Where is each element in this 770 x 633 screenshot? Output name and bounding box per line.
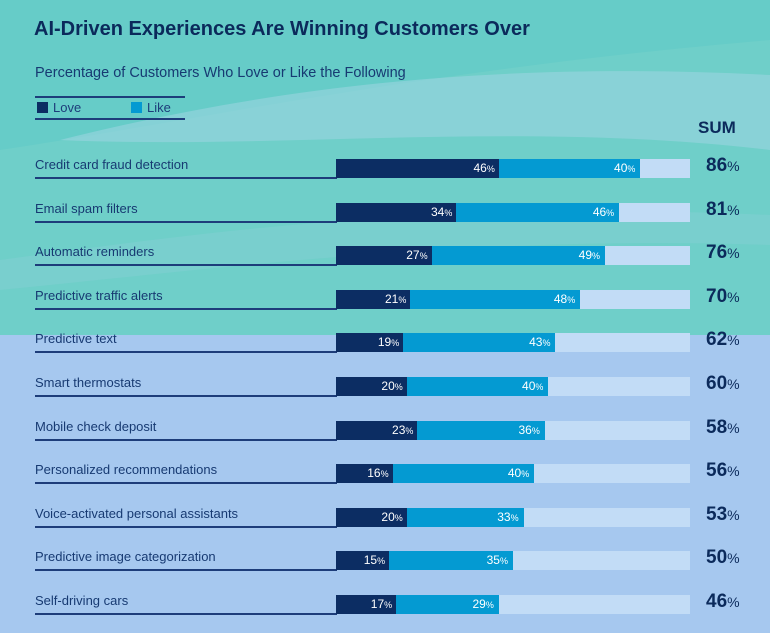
legend-label-love: Love <box>53 100 82 115</box>
legend-swatch-like <box>131 102 142 113</box>
bar-love <box>336 159 499 178</box>
sum-value: 86% <box>706 155 740 176</box>
row-label: Predictive traffic alerts <box>35 288 163 303</box>
bar-like <box>456 203 620 222</box>
bar-value-love: 34% <box>430 205 453 219</box>
bar-value-like: 29% <box>472 597 494 611</box>
bar-love <box>336 595 397 614</box>
bar-value-like: 48% <box>553 292 576 306</box>
row-underline <box>35 308 337 310</box>
bar-value-like: 43% <box>529 335 551 349</box>
row-label: Email spam filters <box>35 201 138 216</box>
bar-value-love: 27% <box>406 248 428 262</box>
row-underline <box>35 439 337 441</box>
row-label: Predictive text <box>35 331 117 346</box>
bar-value-love: 17% <box>370 597 393 611</box>
legend-label-like: Like <box>147 100 171 115</box>
row-underline <box>35 177 337 179</box>
bar-like <box>403 333 556 352</box>
chart-title: AI-Driven Experiences Are Winning Custom… <box>34 18 530 40</box>
row-label: Voice-activated personal assistants <box>35 506 239 521</box>
sum-value: 56% <box>706 460 740 481</box>
legend-item-love: Love <box>37 100 81 115</box>
bar-value-love: 21% <box>384 292 407 306</box>
bar-value-like: 33% <box>497 510 519 524</box>
bar-like <box>389 551 513 570</box>
bar-value-love: 15% <box>363 553 386 567</box>
bar-like <box>406 508 524 527</box>
bar-value-love: 23% <box>392 423 414 437</box>
bar-love <box>336 551 390 570</box>
sum-value: 46% <box>706 591 740 612</box>
bar-value-like: 46% <box>592 205 615 219</box>
bar-like <box>417 421 545 440</box>
bar-value-love: 20% <box>381 379 403 393</box>
bar-like <box>431 246 606 265</box>
bar-like <box>396 595 499 614</box>
bar-value-like: 40% <box>522 379 544 393</box>
bar-love <box>336 508 407 527</box>
sum-value: 53% <box>706 504 740 525</box>
bar-like <box>392 464 535 483</box>
bar-love <box>336 203 457 222</box>
bar-like <box>410 290 581 309</box>
bar-value-love: 20% <box>381 510 403 524</box>
row-label: Smart thermostats <box>35 375 142 390</box>
sum-value: 60% <box>706 373 740 394</box>
row-underline <box>35 613 337 615</box>
row-label: Predictive image categorization <box>35 549 216 564</box>
bar-love <box>336 377 407 396</box>
sum-value: 50% <box>706 547 740 568</box>
bar-love <box>336 421 418 440</box>
legend: Love Like <box>35 96 185 120</box>
bar-love <box>336 246 432 265</box>
sum-header: SUM <box>698 118 736 137</box>
sum-value: 58% <box>706 417 740 438</box>
bar-love <box>336 290 411 309</box>
row-label: Self-driving cars <box>35 593 129 608</box>
row-label: Personalized recommendations <box>35 462 218 477</box>
row-underline <box>35 395 337 397</box>
bar-like <box>498 159 641 178</box>
bar-value-love: 19% <box>377 335 400 349</box>
bar-love <box>336 333 404 352</box>
sum-value: 81% <box>706 199 740 220</box>
chart-subtitle: Percentage of Customers Who Love or Like… <box>35 65 406 81</box>
legend-swatch-love <box>37 102 48 113</box>
bar-love <box>336 464 393 483</box>
row-underline <box>35 482 337 484</box>
bar-value-like: 40% <box>614 161 636 175</box>
bar-value-like: 40% <box>507 466 530 480</box>
sum-value: 70% <box>706 286 740 307</box>
bar-value-like: 36% <box>518 423 540 437</box>
row-underline <box>35 221 337 223</box>
bar-value-love: 46% <box>473 161 495 175</box>
row-underline <box>35 526 337 528</box>
sum-value: 62% <box>706 329 740 350</box>
row-label: Credit card fraud detection <box>35 157 189 172</box>
row-underline <box>35 569 337 571</box>
row-label: Automatic reminders <box>35 244 155 259</box>
legend-item-like: Like <box>131 100 171 115</box>
row-label: Mobile check deposit <box>35 419 157 434</box>
bar-value-like: 49% <box>578 248 601 262</box>
bar-value-like: 35% <box>486 553 508 567</box>
row-underline <box>35 264 337 266</box>
sum-value: 76% <box>706 242 740 263</box>
row-underline <box>35 351 337 353</box>
bar-value-love: 16% <box>367 466 389 480</box>
bar-like <box>406 377 549 396</box>
